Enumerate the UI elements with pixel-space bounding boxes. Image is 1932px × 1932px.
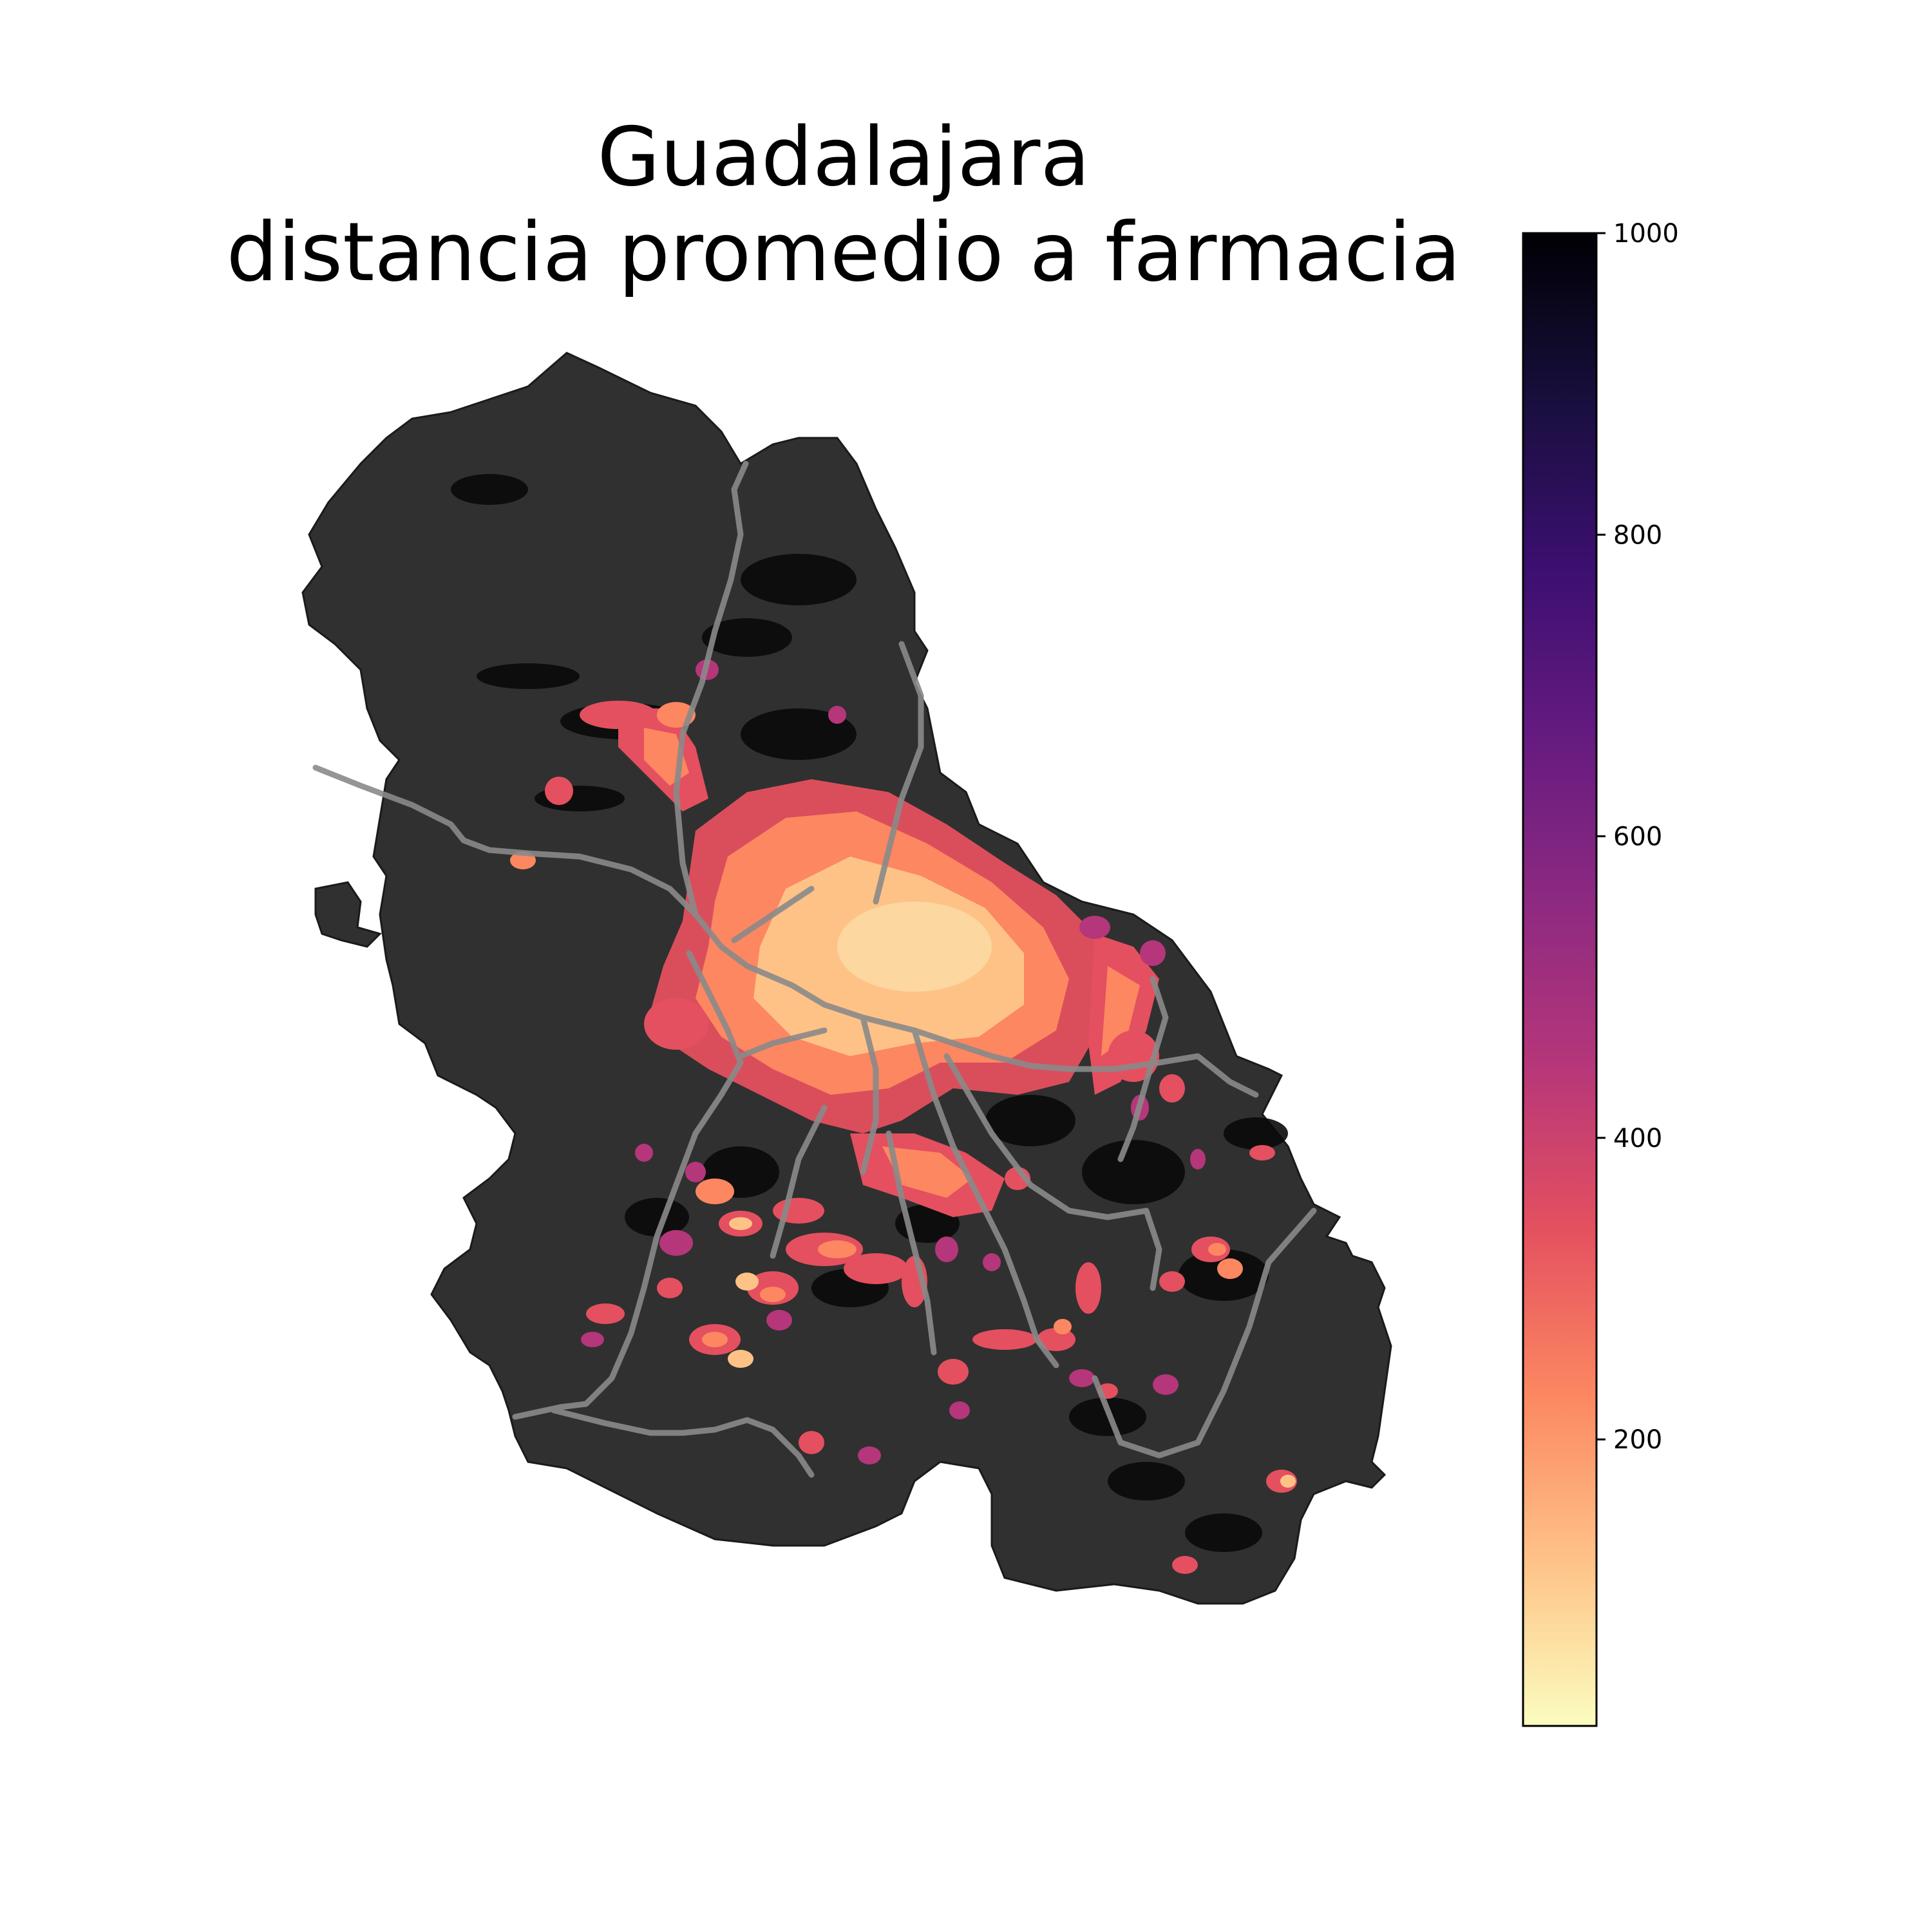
urban-core-low-distance [618, 708, 1159, 1217]
colorbar-gradient [1522, 232, 1598, 1727]
road-network [312, 460, 1317, 1478]
colorbar-ticks: 200 400 600 800 1000 [1596, 219, 1679, 1455]
colorbar-tick-label: 200 [1613, 1425, 1662, 1455]
title-city: Guadalajara [597, 109, 1090, 204]
western-enclave [314, 881, 382, 948]
colorbar-tick-label: 400 [1613, 1124, 1662, 1153]
title-metric: distancia promedio a farmacia [226, 205, 1461, 299]
chart-title: Guadalajara distancia promedio a farmaci… [0, 0, 1687, 299]
colorbar-tick-label: 1000 [1613, 219, 1679, 249]
colorbar-tick-label: 600 [1613, 822, 1662, 852]
colorbar-tick-label: 800 [1613, 520, 1662, 550]
